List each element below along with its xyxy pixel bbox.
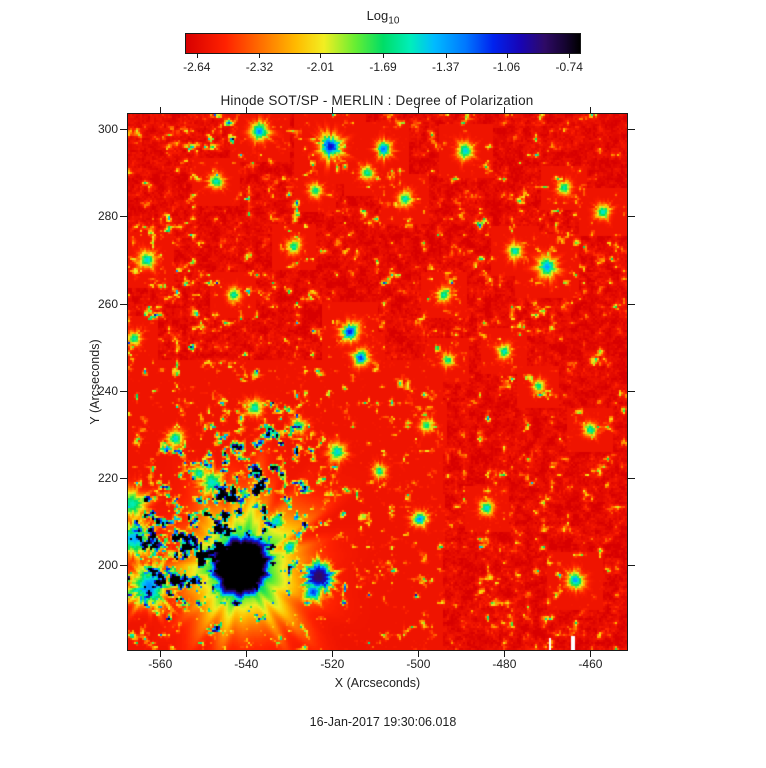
x-tick-mark (418, 651, 420, 657)
x-tick-mark (160, 651, 162, 657)
y-tick-mark (120, 216, 127, 218)
x-tick-mark (246, 651, 248, 657)
x-tick-label: -460 (578, 657, 603, 671)
x-tick-mark (590, 651, 592, 657)
colorbar-tick-mark (445, 54, 447, 58)
x-tick-label: -560 (148, 657, 173, 671)
y-tick-label: 300 (97, 122, 118, 137)
y-tick-mark (628, 477, 635, 479)
colorbar-title-subscript: 10 (388, 15, 400, 27)
colorbar-tick-mark (569, 54, 571, 58)
colorbar-tick-mark (320, 54, 322, 58)
x-tick-mark (246, 107, 248, 113)
y-tick-mark (120, 390, 127, 392)
colorbar (185, 33, 581, 54)
y-tick-label: 200 (97, 558, 118, 573)
x-tick-mark (504, 107, 506, 113)
x-tick-mark (332, 107, 334, 113)
y-tick-label: 220 (97, 470, 118, 485)
x-tick-mark (504, 651, 506, 657)
colorbar-tick-label: -1.06 (492, 60, 521, 74)
timestamp: 16-Jan-2017 19:30:06.018 (309, 715, 457, 729)
colorbar-tick-mark (259, 54, 261, 58)
x-tick-label: -520 (320, 657, 345, 671)
colorbar-tick-label: -0.74 (555, 60, 583, 74)
colorbar-tick-label: -2.64 (183, 60, 211, 74)
y-tick-label: 280 (97, 209, 118, 224)
y-axis-label: Y (Arcseconds) (88, 339, 102, 425)
colorbar-title-text: Log (366, 8, 389, 23)
colorbar-tick-mark (506, 54, 508, 58)
x-tick-mark (590, 107, 592, 113)
x-tick-label: -540 (234, 657, 259, 671)
colorbar-tick-label: -1.37 (432, 60, 460, 74)
y-tick-mark (628, 565, 635, 567)
colorbar-tick-label: -1.69 (369, 60, 397, 74)
colorbar-tick-label: -2.32 (245, 60, 274, 74)
y-tick-mark (120, 477, 127, 479)
y-tick-mark (120, 303, 127, 305)
colorbar-tick-mark (383, 54, 384, 58)
colorbar-tick-mark (196, 54, 198, 58)
x-tick-mark (332, 651, 334, 657)
y-tick-mark (120, 565, 127, 567)
colorbar-tick-label: -2.01 (306, 60, 334, 74)
heatmap-canvas (128, 114, 627, 650)
x-tick-label: -500 (406, 657, 431, 671)
plot-area (127, 113, 628, 651)
x-tick-mark (160, 107, 162, 113)
y-tick-mark (628, 216, 635, 218)
x-tick-label: -480 (492, 657, 517, 671)
y-tick-mark (628, 390, 635, 392)
y-tick-mark (120, 129, 127, 131)
x-tick-mark (418, 107, 420, 113)
y-tick-label: 260 (97, 296, 118, 311)
chart-title: Hinode SOT/SP - MERLIN : Degree of Polar… (220, 93, 534, 108)
y-tick-mark (628, 303, 635, 305)
y-tick-label: 240 (97, 383, 118, 398)
colorbar-title: Log10 (0, 8, 766, 27)
y-tick-mark (628, 129, 635, 131)
x-axis-label: X (Arcseconds) (334, 676, 421, 690)
